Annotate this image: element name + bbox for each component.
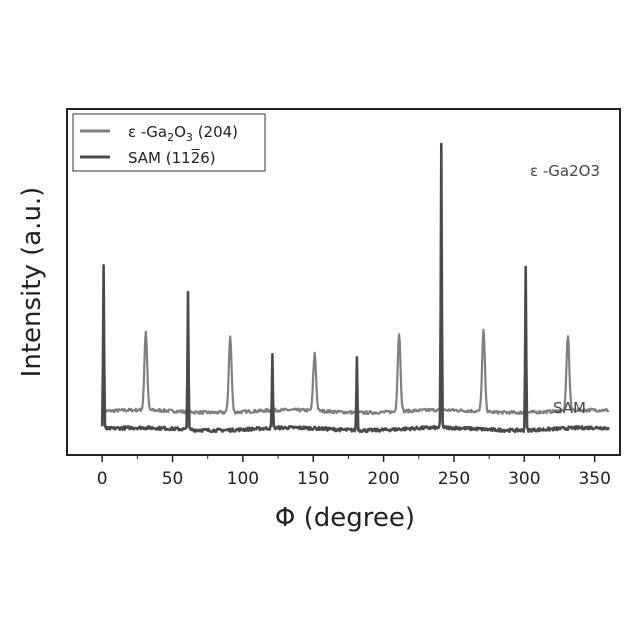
legend-ga2o3-sub-2: 2: [167, 131, 174, 144]
series-label-sam: SAM: [553, 399, 586, 417]
series-ga2o3-part-o: O: [579, 162, 591, 180]
x-tick-label-50: 50: [162, 469, 184, 489]
x-tick-label-0: 0: [97, 469, 108, 489]
series-ga2o3-part-1: ε -Ga: [530, 162, 569, 180]
legend: ε -Ga2O3 (204) SAM (112̅6): [73, 114, 265, 171]
legend-ga2o3-plane: (204): [193, 123, 238, 141]
legend-label-ga2o3: ε -Ga2O3 (204): [128, 123, 238, 144]
x-tick-label-100: 100: [227, 469, 259, 489]
series-line-sam: [102, 144, 609, 432]
legend-ga2o3-part-o: O: [174, 123, 186, 141]
series-ga2o3-part-3: 3: [590, 162, 600, 180]
x-tick-label-300: 300: [508, 469, 540, 489]
x-tick-label-250: 250: [438, 469, 470, 489]
legend-ga2o3-sub-3: 3: [186, 131, 193, 144]
legend-label-sam: SAM (112̅6): [128, 148, 216, 167]
legend-ga2o3-part-1: ε -Ga: [128, 123, 167, 141]
x-tick-label-350: 350: [578, 469, 610, 489]
x-axis-title: Φ (degree): [275, 503, 415, 533]
x-tick-label-200: 200: [367, 469, 399, 489]
x-axis: 0 50 100 150 200 250 300 350: [97, 455, 611, 489]
series-layer: [102, 144, 609, 432]
x-tick-label-150: 150: [297, 469, 329, 489]
series-label-ga2o3: ε -Ga2O3: [530, 162, 600, 180]
series-ga2o3-part-2: 2: [569, 162, 579, 180]
y-axis-title: Intensity (a.u.): [17, 187, 47, 378]
